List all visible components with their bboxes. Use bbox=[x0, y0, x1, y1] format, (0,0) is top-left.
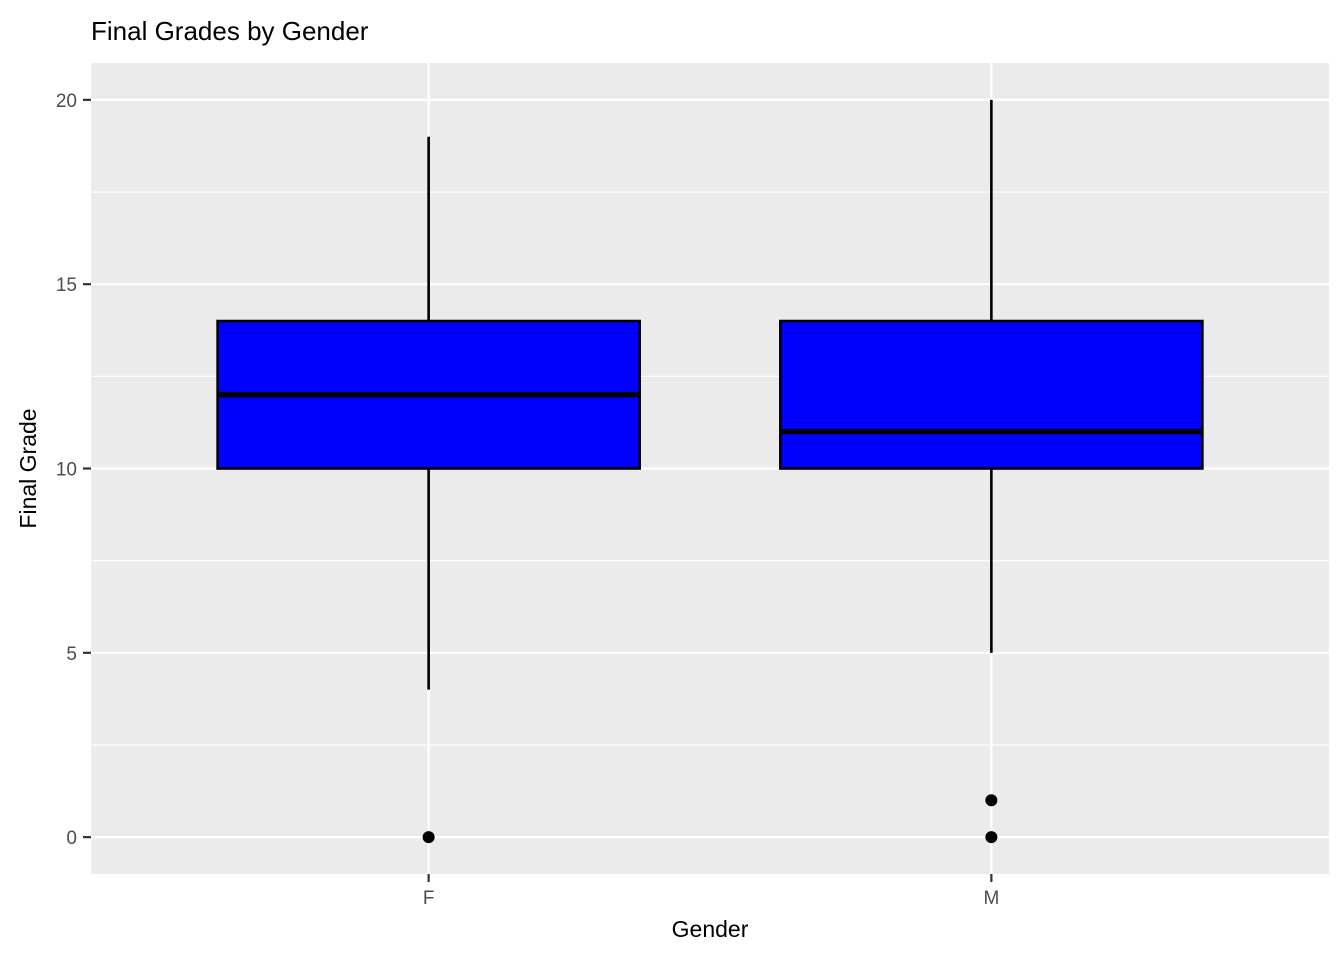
y-tick-label: 15 bbox=[56, 275, 77, 296]
box-iqr bbox=[780, 321, 1202, 468]
chart-title: Final Grades by Gender bbox=[91, 16, 369, 46]
outlier-point bbox=[423, 831, 435, 843]
x-axis-title: Gender bbox=[672, 916, 749, 942]
x-tick-label: M bbox=[983, 888, 999, 909]
outlier-point bbox=[985, 831, 997, 843]
y-tick-label: 5 bbox=[66, 644, 77, 665]
outlier-point bbox=[985, 794, 997, 806]
x-tick-label: F bbox=[423, 888, 435, 909]
y-tick-label: 10 bbox=[56, 460, 77, 481]
y-tick-label: 20 bbox=[56, 91, 77, 112]
y-axis-title: Final Grade bbox=[15, 408, 41, 528]
y-tick-label: 0 bbox=[66, 828, 77, 849]
